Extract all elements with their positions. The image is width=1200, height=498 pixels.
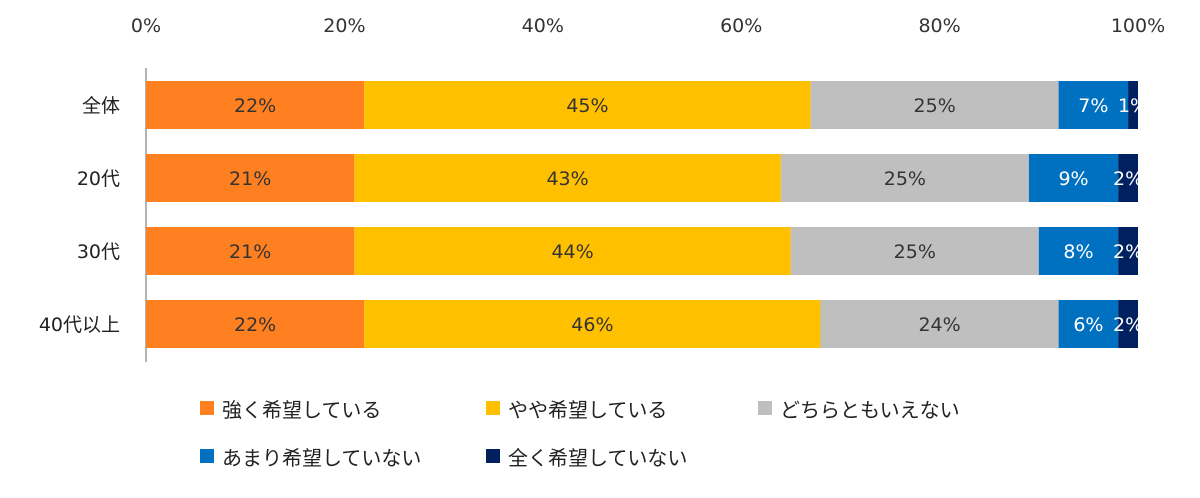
data-label: 2% <box>1113 241 1143 263</box>
data-label: 2% <box>1113 168 1143 190</box>
x-tick-label: 100% <box>1111 15 1165 37</box>
data-label: 44% <box>551 241 593 263</box>
legend-label: どちらともいえない <box>780 397 960 422</box>
x-tick-label: 20% <box>323 15 365 37</box>
category-labels: 全体 20代 30代 40代以上 <box>39 95 120 336</box>
x-axis-ticks: 0% 20% 40% 60% 80% 100% <box>131 15 1165 37</box>
legend-swatch <box>200 401 214 415</box>
category-label: 40代以上 <box>39 314 120 336</box>
legend-swatch <box>486 401 500 415</box>
data-label: 22% <box>234 314 276 336</box>
legend-label: 全く希望していない <box>508 445 688 470</box>
legend-item: 強く希望している <box>200 394 486 423</box>
bar-segment <box>1028 154 1119 202</box>
data-label: 24% <box>918 314 960 336</box>
data-label: 25% <box>884 168 926 190</box>
legend-label: やや希望している <box>508 397 668 422</box>
data-label: 46% <box>571 314 613 336</box>
bar-segment <box>790 227 1039 275</box>
category-label: 30代 <box>77 241 120 263</box>
x-tick-label: 40% <box>522 15 564 37</box>
bar-segment <box>146 81 365 129</box>
data-labels: 22% 45% 25% 7% 1% 21% 43% 25% 9% 2% 21% 44% 25% 8% 2% 2… <box>229 95 1148 336</box>
data-label: 6% <box>1073 314 1103 336</box>
bar-segments <box>146 81 1138 348</box>
category-label: 20代 <box>77 168 120 190</box>
legend-row-1: 強く希望している やや希望している どちらともいえない <box>200 393 1180 423</box>
x-tick-label: 60% <box>720 15 762 37</box>
legend: 強く希望している やや希望している どちらともいえない あまり希望していない 全… <box>200 393 1180 489</box>
data-label: 2% <box>1113 314 1143 336</box>
data-label: 21% <box>229 241 271 263</box>
bar-segment <box>354 154 781 202</box>
legend-swatch <box>758 401 772 415</box>
bar-segment <box>1128 81 1138 129</box>
bar-segment <box>364 81 811 129</box>
category-label: 全体 <box>82 95 120 117</box>
legend-item: やや希望している <box>486 394 758 423</box>
data-label: 8% <box>1063 241 1093 263</box>
data-label: 7% <box>1078 95 1108 117</box>
legend-swatch <box>486 449 500 463</box>
legend-item: 全く希望していない <box>486 442 758 471</box>
x-tick-label: 80% <box>918 15 960 37</box>
legend-swatch <box>200 449 214 463</box>
bar-segment <box>1058 300 1119 348</box>
bar-segment <box>364 300 821 348</box>
bar-segment <box>820 300 1059 348</box>
x-tick-label: 0% <box>131 15 161 37</box>
bar-segment <box>146 154 355 202</box>
data-label: 25% <box>894 241 936 263</box>
bar-segment <box>1118 154 1138 202</box>
bar-segment <box>146 300 365 348</box>
bar-segment <box>1058 81 1129 129</box>
data-label: 43% <box>546 168 588 190</box>
bar-segment <box>354 227 791 275</box>
data-label: 45% <box>566 95 608 117</box>
data-label: 9% <box>1058 168 1088 190</box>
legend-row-2: あまり希望していない 全く希望していない <box>200 441 1180 471</box>
bar-segment <box>780 154 1029 202</box>
data-label: 1% <box>1118 95 1148 117</box>
data-label: 21% <box>229 168 271 190</box>
legend-item: あまり希望していない <box>200 442 486 471</box>
bar-segment <box>1118 227 1138 275</box>
bar-segment <box>1118 300 1138 348</box>
legend-label: 強く希望している <box>222 397 382 422</box>
bar-segment <box>146 227 355 275</box>
bar-segment <box>810 81 1059 129</box>
legend-label: あまり希望していない <box>222 445 422 470</box>
legend-item: どちらともいえない <box>758 394 1018 423</box>
bar-segment <box>1038 227 1119 275</box>
data-label: 25% <box>914 95 956 117</box>
data-label: 22% <box>234 95 276 117</box>
